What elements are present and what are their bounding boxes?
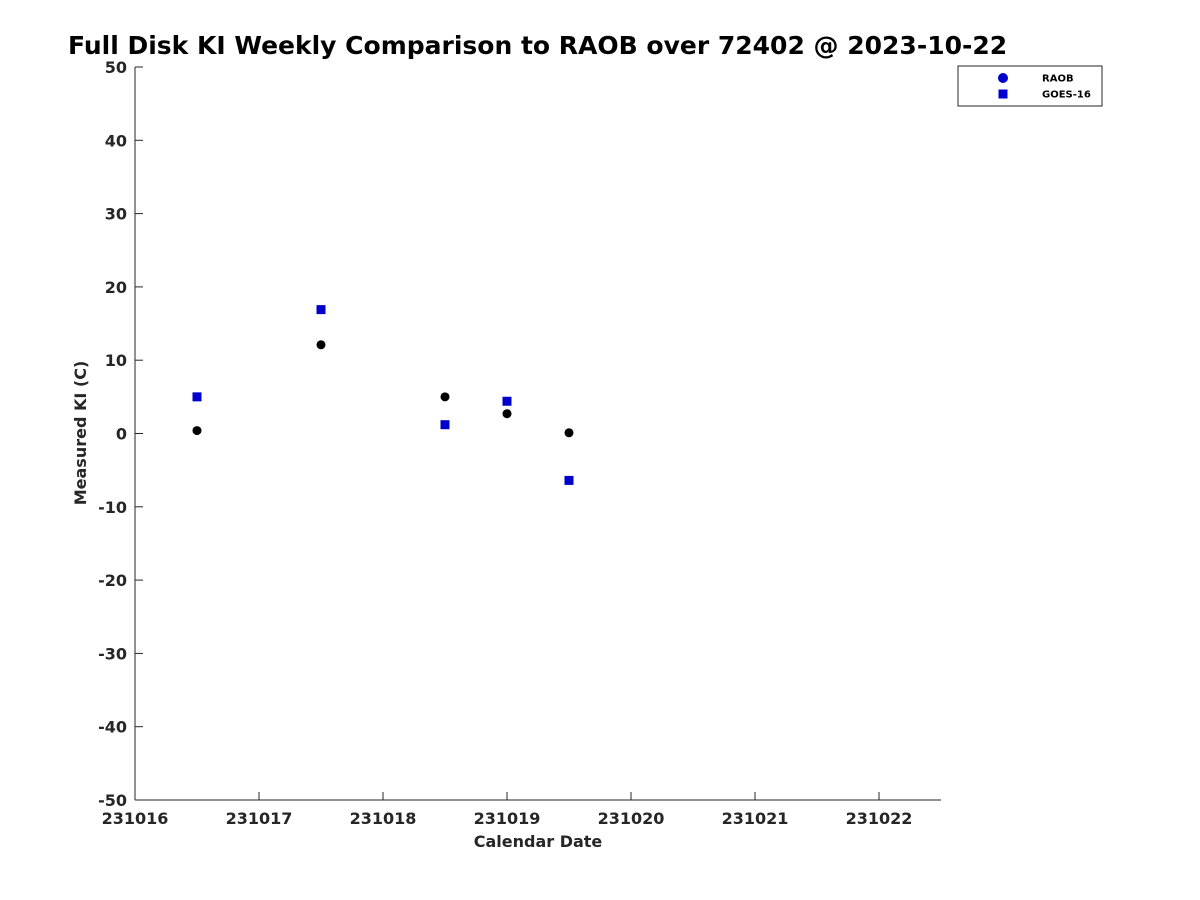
y-tick-label: -20 [98, 571, 127, 590]
legend-label-goes16: GOES-16 [1042, 90, 1091, 101]
point-raob [564, 428, 574, 438]
y-axis-ticks: 50 40 30 20 10 0 -10 -20 -30 -40 -50 [98, 58, 143, 810]
x-tick-label: 231021 [722, 809, 789, 828]
point-raob [316, 340, 326, 350]
x-tick-label: 231020 [598, 809, 665, 828]
y-tick-label: -50 [98, 791, 127, 810]
point-goes16 [564, 475, 574, 485]
y-tick-label: 10 [105, 351, 127, 370]
chart-title: Full Disk KI Weekly Comparison to RAOB o… [68, 31, 1007, 60]
y-tick-label: -10 [98, 498, 127, 517]
legend-marker-raob [998, 73, 1008, 83]
point-raob [440, 392, 450, 402]
legend-label-raob: RAOB [1042, 74, 1074, 85]
y-tick-label: -40 [98, 718, 127, 737]
point-goes16 [192, 392, 202, 402]
y-axis-label: Measured KI (C) [71, 361, 90, 506]
x-tick-label: 231017 [226, 809, 293, 828]
point-raob [502, 409, 512, 419]
data-points [192, 305, 574, 485]
x-tick-label: 231016 [102, 809, 169, 828]
x-tick-label: 231022 [846, 809, 913, 828]
point-raob [192, 426, 202, 436]
x-axis-ticks: 231016 231017 231018 231019 231020 231021 2310… [102, 792, 913, 828]
y-tick-label: 0 [116, 425, 127, 444]
y-tick-label: 30 [105, 205, 127, 224]
x-axis-label: Calendar Date [474, 832, 603, 851]
legend: RAOB GOES-16 [957, 65, 1103, 107]
x-tick-label: 231019 [474, 809, 541, 828]
y-tick-label: 40 [105, 131, 127, 150]
point-goes16 [316, 305, 326, 315]
y-tick-label: 50 [105, 58, 127, 77]
x-tick-label: 231018 [350, 809, 417, 828]
legend-marker-goes16 [998, 89, 1008, 99]
point-goes16 [440, 420, 450, 430]
plot-area [134, 67, 941, 801]
point-goes16 [502, 396, 512, 406]
legend-box [957, 65, 1103, 107]
y-tick-label: -30 [98, 644, 127, 663]
y-tick-label: 20 [105, 278, 127, 297]
